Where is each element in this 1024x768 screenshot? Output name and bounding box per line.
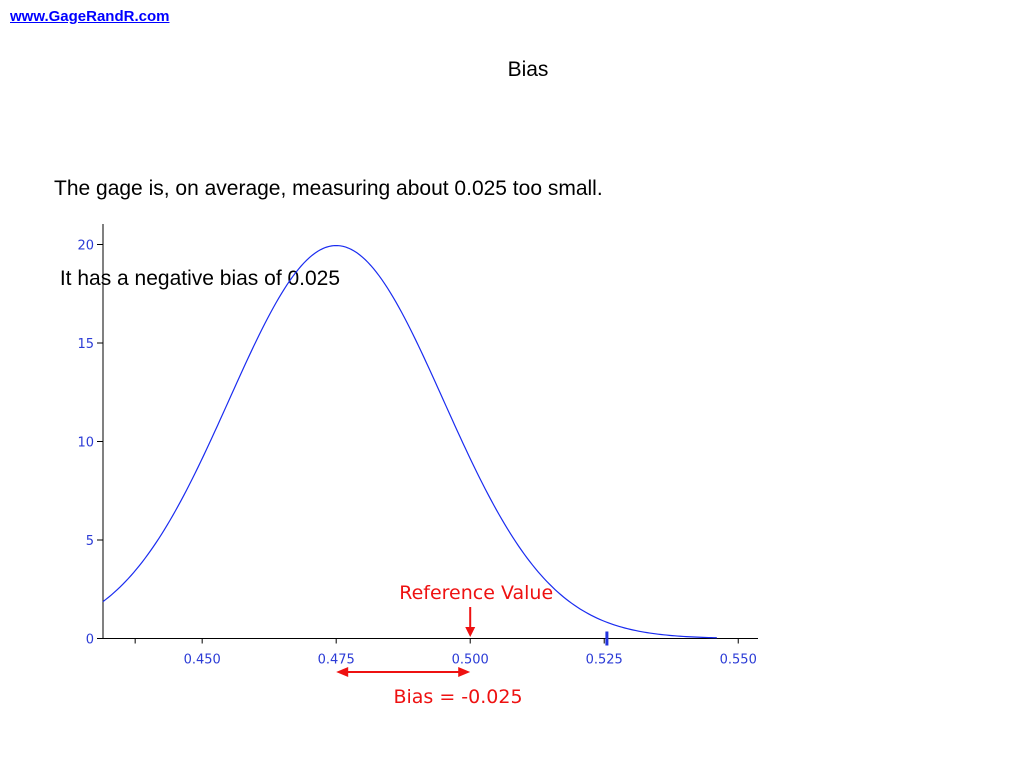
x-tick-label: 0.525 [586,653,623,668]
reference-value-label: Reference Value [399,582,553,604]
y-tick-label: 0 [86,633,94,648]
bias-arrow-right-head [458,667,471,677]
y-tick-label: 20 [77,239,94,254]
x-tick-label: 0.550 [720,653,757,668]
y-tick-label: 10 [77,436,94,451]
bias-label: Bias = -0.025 [393,686,522,708]
slide-body: The gage is, on average, measuring about… [54,114,603,324]
x-tick-label: 0.475 [318,653,355,668]
site-link[interactable]: www.GageRandR.com [10,8,170,25]
density-curve [102,244,717,639]
y-tick-label: 5 [86,534,94,549]
x-tick-label: 0.500 [452,653,489,668]
y-tick-label: 15 [77,337,94,352]
x-tick-label: 0.450 [184,653,221,668]
bias-arrow-left-head [336,667,349,677]
body-line-1: The gage is, on average, measuring about… [54,177,603,200]
reference-arrow-head [465,627,476,637]
page-title: Bias [507,58,549,81]
